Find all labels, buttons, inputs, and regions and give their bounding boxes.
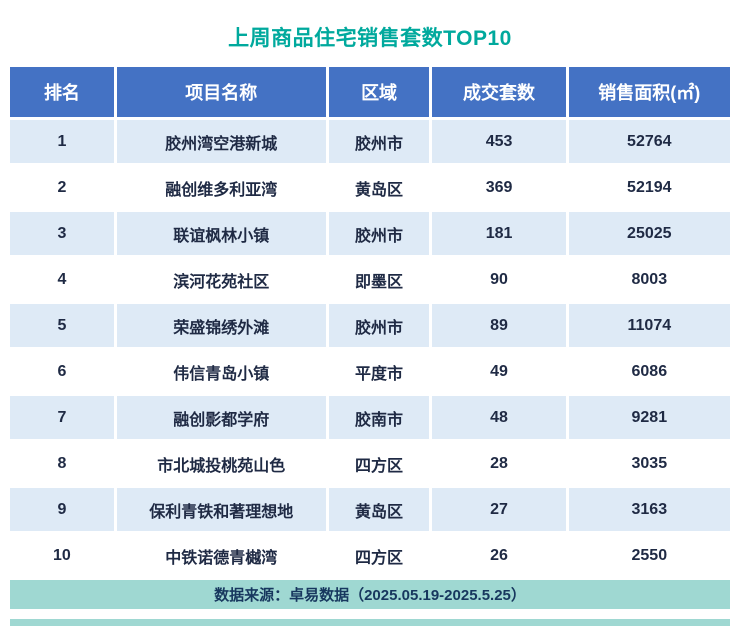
area-cell: 3035: [568, 442, 730, 485]
region-cell: 即墨区: [328, 258, 430, 301]
region-cell: 胶州市: [328, 304, 430, 347]
rank-cell: 7: [10, 396, 114, 439]
project-name-cell: 联谊枫林小镇: [116, 212, 326, 255]
units-cell: 90: [432, 258, 566, 301]
project-name-cell: 融创维多利亚湾: [116, 166, 326, 209]
rank-cell: 9: [10, 488, 114, 531]
rank-cell: 4: [10, 258, 114, 301]
project-name-cell: 市北城投桃苑山色: [116, 442, 326, 485]
table-row: 3 联谊枫林小镇 胶州市 181 25025: [10, 212, 730, 255]
area-cell: 52764: [568, 120, 730, 163]
header-units: 成交套数: [432, 67, 566, 117]
header-name: 项目名称: [116, 67, 326, 117]
units-cell: 27: [432, 488, 566, 531]
table-row: 9 保利青铁和著理想地 黄岛区 27 3163: [10, 488, 730, 531]
project-name-cell: 滨河花苑社区: [116, 258, 326, 301]
data-source-note: 数据来源：卓易数据（2025.05.19-2025.5.25）: [10, 580, 730, 609]
area-cell: 6086: [568, 350, 730, 393]
table-row: 10 中铁诺德青樾湾 四方区 26 2550: [10, 534, 730, 577]
area-cell: 52194: [568, 166, 730, 209]
region-cell: 胶州市: [328, 120, 430, 163]
table-row: 2 融创维多利亚湾 黄岛区 369 52194: [10, 166, 730, 209]
units-cell: 48: [432, 396, 566, 439]
region-cell: 平度市: [328, 350, 430, 393]
project-name-cell: 胶州湾空港新城: [116, 120, 326, 163]
project-name-cell: 伟信青岛小镇: [116, 350, 326, 393]
project-name-cell: 融创影都学府: [116, 396, 326, 439]
region-cell: 四方区: [328, 534, 430, 577]
table-header-row: 排名 项目名称 区域 成交套数 销售面积(㎡): [10, 67, 730, 117]
units-cell: 89: [432, 304, 566, 347]
region-cell: 胶南市: [328, 396, 430, 439]
units-cell: 181: [432, 212, 566, 255]
page-title: 上周商品住宅销售套数TOP10: [228, 27, 512, 50]
table-row: 5 荣盛锦绣外滩 胶州市 89 11074: [10, 304, 730, 347]
area-cell: 9281: [568, 396, 730, 439]
units-cell: 453: [432, 120, 566, 163]
region-cell: 胶州市: [328, 212, 430, 255]
table-row: 1 胶州湾空港新城 胶州市 453 52764: [10, 120, 730, 163]
rank-cell: 3: [10, 212, 114, 255]
rank-cell: 6: [10, 350, 114, 393]
area-cell: 25025: [568, 212, 730, 255]
region-cell: 黄岛区: [328, 166, 430, 209]
units-cell: 49: [432, 350, 566, 393]
bottom-strip: [10, 619, 730, 626]
table-row: 8 市北城投桃苑山色 四方区 28 3035: [10, 442, 730, 485]
rank-cell: 8: [10, 442, 114, 485]
table-row: 4 滨河花苑社区 即墨区 90 8003: [10, 258, 730, 301]
region-cell: 黄岛区: [328, 488, 430, 531]
area-cell: 11074: [568, 304, 730, 347]
units-cell: 28: [432, 442, 566, 485]
project-name-cell: 保利青铁和著理想地: [116, 488, 326, 531]
region-cell: 四方区: [328, 442, 430, 485]
units-cell: 26: [432, 534, 566, 577]
area-cell: 3163: [568, 488, 730, 531]
table-row: 7 融创影都学府 胶南市 48 9281: [10, 396, 730, 439]
project-name-cell: 中铁诺德青樾湾: [116, 534, 326, 577]
rank-cell: 5: [10, 304, 114, 347]
area-cell: 2550: [568, 534, 730, 577]
rank-cell: 1: [10, 120, 114, 163]
project-name-cell: 荣盛锦绣外滩: [116, 304, 326, 347]
rank-cell: 10: [10, 534, 114, 577]
header-area: 销售面积(㎡): [568, 67, 730, 117]
area-cell: 8003: [568, 258, 730, 301]
table-row: 6 伟信青岛小镇 平度市 49 6086: [10, 350, 730, 393]
top10-table: 排名 项目名称 区域 成交套数 销售面积(㎡) 1 胶州湾空港新城 胶州市 45…: [7, 64, 733, 580]
rank-cell: 2: [10, 166, 114, 209]
header-rank: 排名: [10, 67, 114, 117]
header-region: 区域: [328, 67, 430, 117]
units-cell: 369: [432, 166, 566, 209]
